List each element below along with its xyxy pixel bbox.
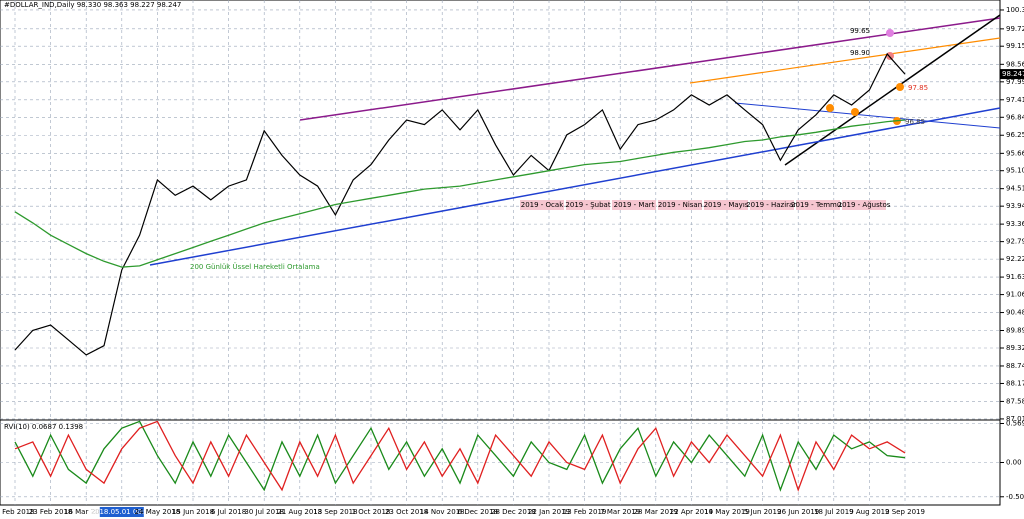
- month-box: [750, 200, 794, 210]
- month-box: [566, 200, 610, 210]
- x-tick-label: 28 Dec 2018: [491, 508, 536, 516]
- marker: [851, 108, 859, 116]
- y-tick-label: 95.100: [1006, 167, 1024, 175]
- y-tick-label: 100.335: [1006, 6, 1024, 14]
- y-tick-label: 91.635: [1006, 273, 1024, 281]
- last-price-box: [1000, 69, 1024, 80]
- trendline: [784, 14, 1001, 166]
- y-tick-label: 99.155: [1006, 42, 1024, 50]
- indicator-title: RVI(10) 0.0687 0.1398: [4, 423, 83, 431]
- month-box: [520, 200, 564, 210]
- x-tick-label: 2018.05.01 00:00: [91, 508, 153, 516]
- annotation: 99.65: [850, 27, 870, 35]
- x-tick-label: 16 Mar 2018: [64, 508, 108, 516]
- y-tick-label: 88.740: [1006, 362, 1024, 370]
- trendline: [299, 17, 1001, 121]
- month-label: 2019 - Mayıs: [704, 201, 749, 209]
- y-tick-label: 95.665: [1006, 149, 1024, 157]
- x-tick-label: 28 Mar 2019: [634, 508, 678, 516]
- y-tick-label: 87.015: [1006, 415, 1024, 423]
- series-line: [14, 119, 906, 268]
- crosshair-label-bg: [99, 507, 144, 517]
- y-tick-label: 98.565: [1006, 60, 1024, 68]
- y-tick-label: 93.945: [1006, 202, 1024, 210]
- marker: [896, 83, 904, 91]
- annotation: 98.90: [850, 49, 870, 57]
- x-tick-label: 6 Dec 2018: [458, 508, 498, 516]
- annotation: 97.85: [908, 84, 928, 92]
- series-line: [14, 420, 906, 492]
- y-tick-label: 0.00: [1006, 459, 1022, 467]
- y-tick-label: 96.840: [1006, 113, 1024, 121]
- y-tick-label: 96.255: [1006, 131, 1024, 139]
- x-tick-label: 14 Nov 2018: [420, 508, 465, 516]
- x-tick-label: 6 Jul 2018: [211, 508, 246, 516]
- month-box: [612, 200, 656, 210]
- month-label: 2019 - Temmuz: [791, 201, 845, 209]
- y-tick-label: 88.170: [1006, 379, 1024, 387]
- trendline: [734, 102, 1001, 129]
- y-tick-label: 94.515: [1006, 185, 1024, 193]
- x-tick-label: 13 Sep 2018: [313, 508, 357, 516]
- x-tick-label: 24 May 2018: [135, 508, 181, 516]
- x-tick-label: 23 Feb 2018: [29, 508, 73, 516]
- y-tick-label: 99.720: [1006, 25, 1024, 33]
- y-tick-label: -0.50: [1006, 493, 1024, 501]
- x-tick-label: 22 Apr 2019: [670, 508, 713, 516]
- series-line: [14, 420, 906, 492]
- x-tick-label: 22 Jan 2019: [528, 508, 570, 516]
- y-tick-label: 87.585: [1006, 397, 1024, 405]
- x-tick-label: 13 Feb 2019: [563, 508, 607, 516]
- annotation: 96.85: [905, 118, 925, 126]
- x-tick-label: 21 Aug 2018: [277, 508, 322, 516]
- y-tick-label: 97.410: [1006, 96, 1024, 104]
- grid-layer: [0, 0, 1000, 505]
- y-tick-label: 97.995: [1006, 78, 1024, 86]
- trendline: [689, 37, 1001, 84]
- x-tick-label: 26 Jun 2019: [777, 508, 819, 516]
- month-label: 2019 - Haziran: [746, 201, 798, 209]
- month-box: [704, 200, 748, 210]
- y-tick-label: 89.895: [1006, 327, 1024, 335]
- month-label: 2019 - Mart: [614, 201, 655, 209]
- ema-label: 200 Günlük Üssel Hareketli Ortalama: [190, 262, 320, 271]
- last-price-label: 98.247: [1002, 70, 1024, 78]
- month-box: [796, 200, 840, 210]
- month-label: 2019 - Şubat: [565, 201, 610, 209]
- x-tick-label: 30 Jul 2018: [244, 508, 284, 516]
- month-box: [658, 200, 702, 210]
- y-tick-label: 0.569: [1006, 419, 1024, 427]
- month-label: 2019 - Ağustos: [838, 201, 891, 209]
- x-tick-label: 5 Jun 2019: [744, 508, 782, 516]
- x-tick-label: 9 Aug 2019: [849, 508, 889, 516]
- x-tick-label: 2 Sep 2019: [885, 508, 925, 516]
- trendline: [149, 107, 1001, 266]
- chart-title: #DOLLAR_IND,Daily 98.330 98.363 98.227 9…: [4, 1, 181, 9]
- x-tick-label: 7 Mar 2019: [600, 508, 640, 516]
- month-label: 2019 - Ocak: [521, 201, 564, 209]
- marker: [826, 104, 834, 112]
- series-line: [14, 52, 906, 356]
- y-tick-label: 90.480: [1006, 309, 1024, 317]
- plot-frame: [0, 0, 1001, 506]
- x-tick-label: 23 Oct 2018: [385, 508, 428, 516]
- y-tick-label: 91.065: [1006, 291, 1024, 299]
- marker: [886, 29, 894, 37]
- x-tick-label: 15 Jun 2018: [172, 508, 214, 516]
- x-tick-label: 1 Oct 2018: [352, 508, 391, 516]
- trendlines: [149, 14, 1001, 266]
- month-label: 2019 - Nisan: [658, 201, 702, 209]
- month-box: [842, 200, 886, 210]
- x-tick-label: 18 Jul 2019: [814, 508, 854, 516]
- y-tick-label: 92.790: [1006, 238, 1024, 246]
- y-tick-label: 93.360: [1006, 220, 1024, 228]
- x-tick-label: 14 May 2019: [704, 508, 750, 516]
- y-tick-label: 89.325: [1006, 344, 1024, 352]
- y-tick-label: 92.220: [1006, 255, 1024, 263]
- x-tick-label: 1 Feb 2018: [0, 508, 35, 516]
